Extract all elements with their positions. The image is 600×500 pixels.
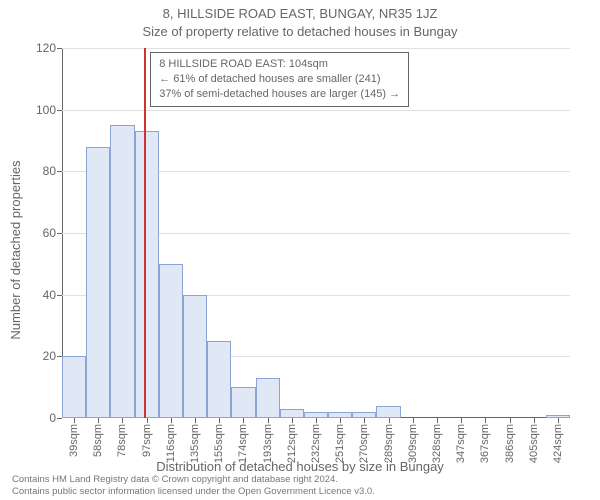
- histogram-bar: [280, 409, 304, 418]
- xtick-mark: [195, 418, 196, 423]
- xtick-mark: [389, 418, 390, 423]
- chart-title-address: 8, HILLSIDE ROAD EAST, BUNGAY, NR35 1JZ: [0, 6, 600, 21]
- xtick-mark: [292, 418, 293, 423]
- ytick-mark: [57, 295, 62, 296]
- xtick-label: 212sqm: [286, 424, 298, 463]
- ytick-mark: [57, 48, 62, 49]
- copyright-footer: Contains HM Land Registry data © Crown c…: [12, 474, 375, 498]
- chart-title-description: Size of property relative to detached ho…: [0, 24, 600, 39]
- histogram-bar: [110, 125, 134, 418]
- reference-marker-line: [144, 48, 146, 418]
- xtick-mark: [147, 418, 148, 423]
- gridline: [62, 110, 570, 111]
- xtick-mark: [98, 418, 99, 423]
- xtick-label: 309sqm: [407, 424, 419, 463]
- annotation-line: 8 HILLSIDE ROAD EAST: 104sqm: [159, 57, 400, 72]
- footer-line-2: Contains public sector information licen…: [12, 486, 375, 498]
- ytick-label: 80: [43, 164, 56, 178]
- histogram-bar: [183, 295, 207, 418]
- xtick-label: 424sqm: [552, 424, 564, 463]
- annotation-line: ← 61% of detached houses are smaller (24…: [159, 72, 400, 87]
- xtick-label: 405sqm: [528, 424, 540, 463]
- xtick-label: 174sqm: [237, 424, 249, 463]
- histogram-bar: [231, 387, 255, 418]
- xtick-label: 251sqm: [334, 424, 346, 463]
- xtick-label: 193sqm: [262, 424, 274, 463]
- histogram-bar: [256, 378, 280, 418]
- xtick-mark: [510, 418, 511, 423]
- xtick-label: 270sqm: [358, 424, 370, 463]
- xtick-label: 97sqm: [141, 424, 153, 457]
- xtick-mark: [534, 418, 535, 423]
- xtick-mark: [122, 418, 123, 423]
- histogram-bar: [86, 147, 110, 418]
- ytick-label: 40: [43, 288, 56, 302]
- gridline: [62, 48, 570, 49]
- histogram-bar: [159, 264, 183, 418]
- x-axis-label: Distribution of detached houses by size …: [0, 459, 600, 474]
- ytick-label: 20: [43, 349, 56, 363]
- annotation-box: 8 HILLSIDE ROAD EAST: 104sqm← 61% of det…: [150, 52, 409, 107]
- xtick-mark: [74, 418, 75, 423]
- ytick-label: 100: [36, 103, 56, 117]
- ytick-mark: [57, 418, 62, 419]
- xtick-label: 78sqm: [116, 424, 128, 457]
- xtick-label: 232sqm: [310, 424, 322, 463]
- xtick-label: 58sqm: [92, 424, 104, 457]
- ytick-label: 0: [49, 411, 56, 425]
- xtick-label: 386sqm: [504, 424, 516, 463]
- histogram-bar: [135, 131, 159, 418]
- xtick-label: 289sqm: [383, 424, 395, 463]
- annotation-line: 37% of semi-detached houses are larger (…: [159, 87, 400, 102]
- xtick-label: 347sqm: [455, 424, 467, 463]
- xtick-mark: [316, 418, 317, 423]
- xtick-mark: [485, 418, 486, 423]
- histogram-bar: [207, 341, 231, 418]
- histogram-bar: [376, 406, 400, 418]
- ytick-mark: [57, 110, 62, 111]
- histogram-bar: [62, 356, 86, 418]
- xtick-mark: [437, 418, 438, 423]
- ytick-mark: [57, 171, 62, 172]
- chart-plot-area: 02040608010012039sqm58sqm78sqm97sqm116sq…: [62, 48, 570, 418]
- y-axis-label: Number of detached properties: [8, 160, 23, 339]
- xtick-mark: [171, 418, 172, 423]
- xtick-label: 39sqm: [68, 424, 80, 457]
- xtick-label: 116sqm: [165, 424, 177, 462]
- ytick-label: 60: [43, 226, 56, 240]
- xtick-label: 155sqm: [213, 424, 225, 463]
- xtick-mark: [268, 418, 269, 423]
- xtick-mark: [461, 418, 462, 423]
- xtick-mark: [413, 418, 414, 423]
- xtick-label: 328sqm: [431, 424, 443, 463]
- footer-line-1: Contains HM Land Registry data © Crown c…: [12, 474, 375, 486]
- ytick-label: 120: [36, 41, 56, 55]
- xtick-label: 135sqm: [189, 424, 201, 463]
- xtick-mark: [364, 418, 365, 423]
- xtick-mark: [243, 418, 244, 423]
- xtick-mark: [558, 418, 559, 423]
- ytick-mark: [57, 233, 62, 234]
- xtick-mark: [219, 418, 220, 423]
- xtick-label: 367sqm: [479, 424, 491, 463]
- xtick-mark: [340, 418, 341, 423]
